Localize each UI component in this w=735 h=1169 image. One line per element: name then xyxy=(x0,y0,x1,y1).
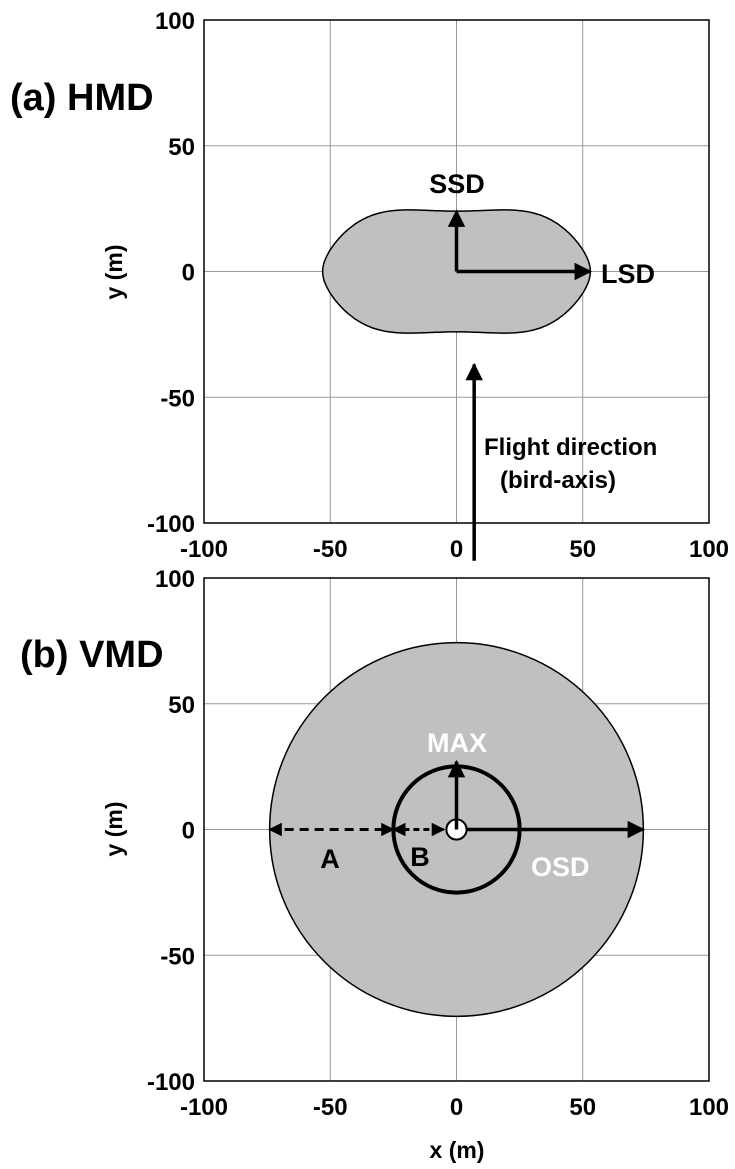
a-label: A xyxy=(320,844,340,874)
panel-title-hmd: (a) HMD xyxy=(10,77,154,119)
y-tick-label-vmd: -50 xyxy=(160,943,195,970)
ssd-label: SSD xyxy=(429,169,485,199)
x-tick-label-hmd: 0 xyxy=(450,536,463,563)
x-tick-label-hmd: 50 xyxy=(569,536,596,563)
y-tick-label-hmd: 50 xyxy=(168,134,195,161)
bird-axis-label: (bird-axis) xyxy=(500,467,616,494)
x-tick-label-vmd: 0 xyxy=(450,1094,463,1121)
plot-frame-vmd xyxy=(203,577,710,1082)
y-tick-label-hmd: -50 xyxy=(160,385,195,412)
osd-label: OSD xyxy=(531,852,590,882)
y-tick-label-vmd: 0 xyxy=(182,818,195,845)
flight-direction-label: Flight direction xyxy=(484,434,657,461)
y-tick-label-hmd: 0 xyxy=(182,260,195,287)
x-tick-label-vmd: 100 xyxy=(689,1094,729,1121)
y-axis-label-hmd: y (m) xyxy=(101,245,127,300)
plot-frame-hmd xyxy=(203,19,710,524)
panel-vmd: -100 -50 0 50 100 -100 -50 0 50 100 (b) VMD y (m)… xyxy=(20,566,729,1163)
ticks-vmd: -100 -50 0 50 100 -100 -50 0 50 100 xyxy=(147,566,729,1121)
panel-hmd: -100 -50 0 50 100 -100 -50 0 50 100 (a) HMD y (m)… xyxy=(10,8,729,563)
x-tick-label-hmd: -100 xyxy=(180,536,228,563)
y-tick-label-vmd: 50 xyxy=(168,692,195,719)
y-tick-label-vmd: 100 xyxy=(155,566,195,593)
y-tick-label-hmd: -100 xyxy=(147,511,195,538)
x-tick-label-vmd: 50 xyxy=(569,1094,596,1121)
x-tick-label-hmd: -50 xyxy=(313,536,348,563)
lsd-label: LSD xyxy=(601,259,655,289)
x-tick-label-hmd: 100 xyxy=(689,536,729,563)
y-tick-label-hmd: 100 xyxy=(155,8,195,35)
x-axis-label: x (m) xyxy=(430,1137,485,1163)
y-tick-label-vmd: -100 xyxy=(147,1069,195,1096)
x-tick-label-vmd: -50 xyxy=(313,1094,348,1121)
x-tick-label-vmd: -100 xyxy=(180,1094,228,1121)
max-label: MAX xyxy=(427,728,487,758)
ticks-hmd: -100 -50 0 50 100 -100 -50 0 50 100 xyxy=(147,8,729,563)
b-label: B xyxy=(410,842,430,872)
y-axis-label-vmd: y (m) xyxy=(101,802,127,857)
panel-title-vmd: (b) VMD xyxy=(20,634,164,676)
